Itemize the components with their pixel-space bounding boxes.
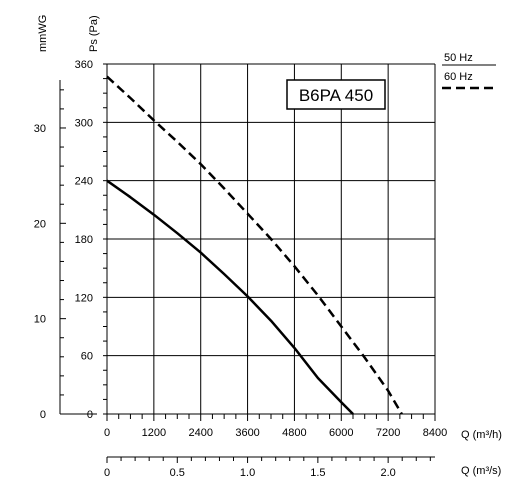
x-axis-title: Q (m³/h) bbox=[461, 429, 502, 441]
x2-axis-title: Q (m³/s) bbox=[461, 465, 501, 477]
model-label-box: B6PA 450 bbox=[286, 79, 386, 110]
x-tick-label-1: 1200 bbox=[142, 427, 166, 439]
y-tick-label-1: 60 bbox=[81, 351, 93, 363]
x-tick-label-6: 7200 bbox=[376, 427, 400, 439]
mmwg-tick-label-0: 0 bbox=[40, 409, 46, 421]
x-tick-label-7: 8400 bbox=[423, 427, 447, 439]
mmwg-tick-label-2: 20 bbox=[34, 218, 46, 230]
y-tick-label-3: 180 bbox=[75, 234, 93, 246]
x-tick-label-4: 4800 bbox=[282, 427, 306, 439]
legend-60hz-label: 60 Hz bbox=[444, 71, 473, 83]
x2-tick-label-0: 0 bbox=[104, 467, 110, 479]
x-tick-label-3: 3600 bbox=[235, 427, 259, 439]
x-tick-label-5: 6000 bbox=[329, 427, 353, 439]
x2-tick-label-3: 1.5 bbox=[310, 467, 325, 479]
legend: 50 Hz 60 Hz bbox=[442, 52, 496, 90]
y-tick-label-2: 120 bbox=[75, 292, 93, 304]
x-tick-label-0: 0 bbox=[104, 427, 110, 439]
tick-marks bbox=[60, 63, 436, 463]
y-tick-label-5: 300 bbox=[75, 117, 93, 129]
mmwg-tick-label-1: 10 bbox=[34, 314, 46, 326]
legend-50hz-label: 50 Hz bbox=[444, 52, 473, 64]
x2-tick-label-4: 2.0 bbox=[380, 467, 395, 479]
model-label-frame bbox=[286, 79, 386, 110]
mmwg-tick-label-3: 30 bbox=[34, 123, 46, 135]
x2-tick-label-2: 1.0 bbox=[240, 467, 255, 479]
tick-labels: 0 1200 2400 3600 4800 6000 7200 840006012018024… bbox=[34, 59, 447, 479]
model-label-text: B6PA 450 bbox=[299, 86, 373, 105]
y-axis-left-title: mmWG bbox=[37, 15, 49, 52]
grid-lines bbox=[106, 63, 436, 415]
y-tick-label-6: 360 bbox=[75, 59, 93, 71]
y-axis-right-title: Ps (Pa) bbox=[88, 15, 100, 52]
y-tick-label-0: 0 bbox=[87, 409, 93, 421]
x2-tick-label-1: 0.5 bbox=[170, 467, 185, 479]
curve-50hz bbox=[106, 179, 354, 415]
axes bbox=[59, 80, 435, 458]
curves bbox=[106, 75, 403, 415]
y-tick-label-4: 240 bbox=[75, 176, 93, 188]
x-tick-label-2: 2400 bbox=[188, 427, 212, 439]
curve-60hz bbox=[106, 75, 403, 415]
